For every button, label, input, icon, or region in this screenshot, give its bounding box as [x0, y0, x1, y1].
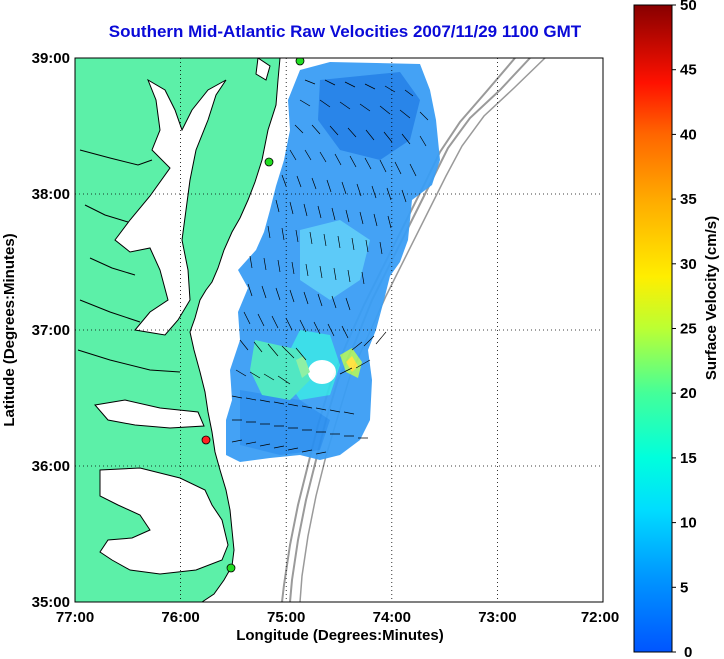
- x-tick-label: 74:00: [373, 609, 411, 626]
- colorbar-tick: 15: [680, 450, 697, 467]
- colorbar-tick: 30: [680, 256, 697, 273]
- y-tick-label: 36:00: [32, 458, 70, 475]
- pamlico-sound: [99, 467, 229, 575]
- colorbar-tick: 10: [680, 515, 697, 532]
- albemarle-sound: [94, 399, 205, 429]
- colorbar-tick: 20: [680, 385, 697, 402]
- y-axis-ticks: 39:00 38:00 37:00 36:00 35:00: [32, 50, 70, 611]
- colorbar-scale: [633, 4, 673, 653]
- x-tick-label: 77:00: [56, 609, 94, 626]
- colorbar-tick: 50: [680, 0, 697, 14]
- plot-frame: [74, 57, 604, 603]
- colorbar-label: Surface Velocity (cm/s): [703, 216, 720, 380]
- chesapeake-bay: [114, 78, 227, 336]
- y-tick-label: 38:00: [32, 186, 70, 203]
- virginia-station: [201, 435, 211, 445]
- x-axis-ticks: 77:00 76:00 75:00 74:00 73:00 72:00: [56, 609, 619, 626]
- y-tick-label: 37:00: [32, 322, 70, 339]
- y-tick-label: 39:00: [32, 50, 70, 67]
- x-tick-label: 75:00: [267, 609, 305, 626]
- x-axis-label: Longitude (Degrees:Minutes): [236, 627, 444, 644]
- x-tick-label: 72:00: [581, 609, 619, 626]
- colorbar-tick: 45: [680, 62, 697, 79]
- map-title: Southern Mid-Atlantic Raw Velocities 200…: [108, 22, 582, 41]
- colorbar-tick: 5: [680, 579, 688, 596]
- x-tick-label: 76:00: [161, 609, 199, 626]
- colorbar-tick: 25: [680, 321, 697, 338]
- colorbar-tick: 0: [684, 644, 692, 659]
- x-tick-label: 73:00: [478, 609, 516, 626]
- carolina-station: [226, 563, 236, 573]
- velocity-vectors: [231, 79, 429, 455]
- north-station: [295, 58, 305, 66]
- y-axis-label: Latitude (Degrees:Minutes): [1, 233, 18, 426]
- velocity-field: [226, 62, 440, 462]
- delaware-bay: [255, 58, 271, 81]
- colorbar: 50 45 40 35 30 25 20 15 10 5 0 Surface V…: [633, 0, 720, 659]
- colorbar-tick: 35: [680, 191, 697, 208]
- grid-lines: [75, 58, 603, 602]
- y-tick-label: 35:00: [32, 594, 70, 611]
- delmarva-station: [264, 157, 274, 167]
- colorbar-tick: 40: [680, 126, 697, 143]
- land-mass: [75, 58, 281, 602]
